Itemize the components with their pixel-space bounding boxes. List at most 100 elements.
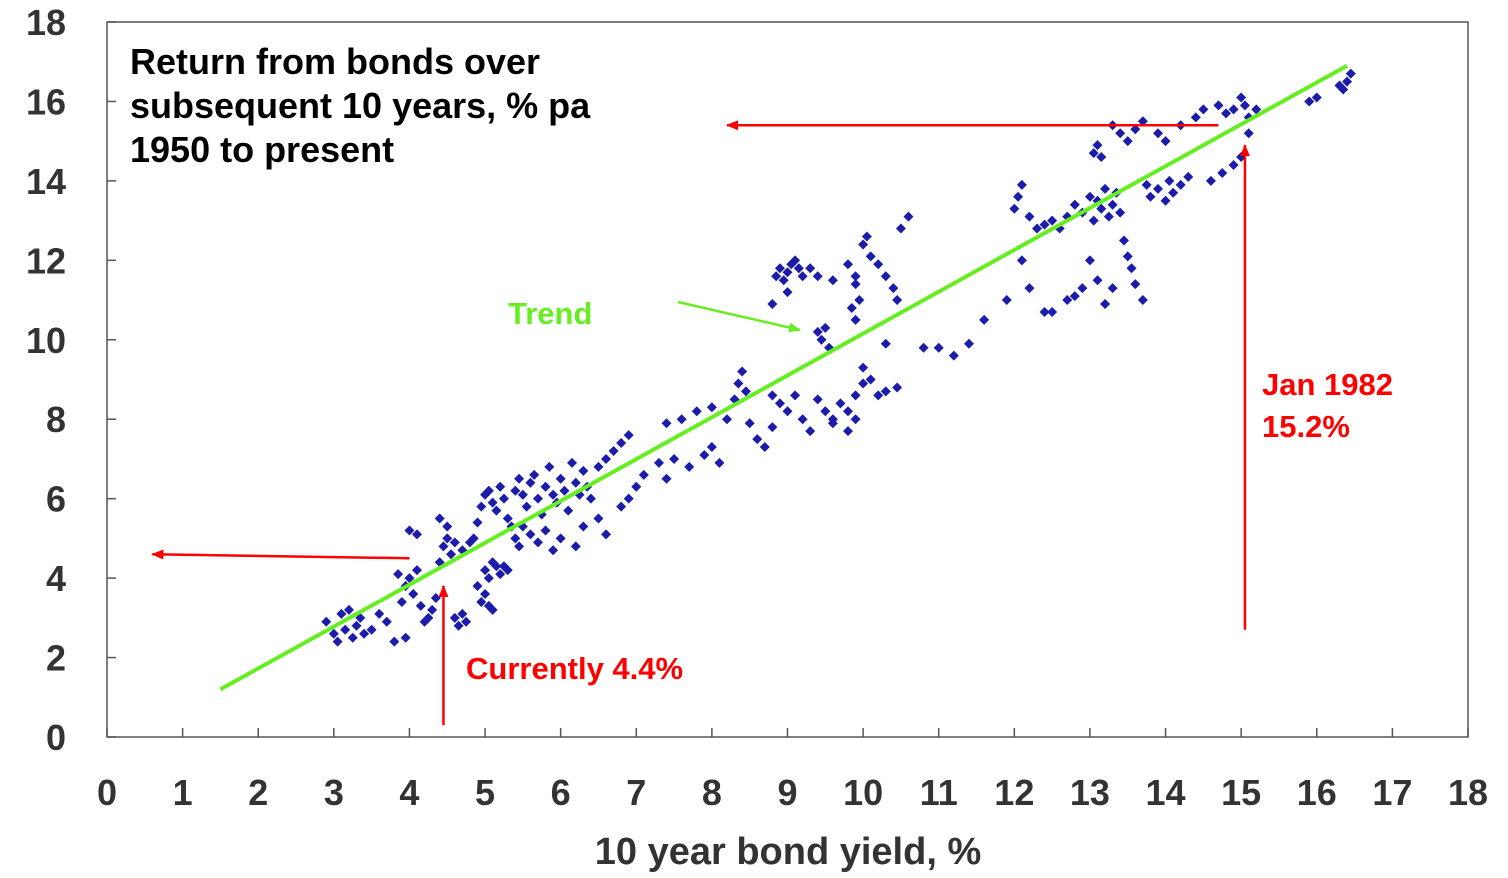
data-point [483, 573, 494, 584]
x-tick-label: 17 [1372, 772, 1412, 813]
data-point [744, 418, 755, 429]
data-point [495, 481, 506, 492]
data-point [1024, 283, 1035, 294]
data-point [820, 406, 831, 417]
data-point [782, 406, 793, 417]
data-point [529, 469, 540, 480]
data-point [1016, 255, 1027, 266]
data-point [1096, 203, 1107, 214]
data-point [449, 537, 460, 548]
data-point [669, 453, 680, 464]
data-point [449, 612, 460, 623]
y-tick-label: 18 [26, 2, 66, 43]
data-point [608, 446, 619, 456]
data-point [1130, 124, 1141, 135]
data-point [434, 513, 445, 524]
current-label: Currently 4.4% [466, 651, 683, 686]
data-point [812, 326, 823, 337]
chart-title-line-3: 1950 to present [130, 129, 394, 170]
x-tick-label: 8 [702, 772, 722, 813]
data-point [1122, 136, 1133, 147]
data-point [1047, 215, 1058, 226]
data-point [842, 406, 853, 417]
jan1982-label-line-1: Jan 1982 [1262, 367, 1393, 402]
x-tick-label: 15 [1221, 772, 1261, 813]
data-point [1084, 191, 1095, 202]
data-point [790, 255, 801, 266]
data-point [491, 505, 502, 516]
data-point [585, 493, 596, 504]
data-point [1024, 211, 1035, 222]
data-point [544, 461, 555, 472]
data-point [514, 541, 525, 552]
data-point [1096, 152, 1107, 163]
data-point [347, 632, 358, 643]
x-tick-label: 16 [1297, 772, 1337, 813]
data-point [593, 461, 604, 472]
data-point [850, 314, 861, 325]
data-point [555, 473, 566, 484]
data-point [359, 628, 370, 639]
data-point [567, 457, 578, 468]
data-point [699, 449, 710, 460]
y-tick-label: 6 [46, 479, 66, 520]
data-point [661, 473, 672, 484]
data-point [487, 604, 498, 615]
data-point [1107, 283, 1118, 294]
x-tick-label: 0 [97, 772, 117, 813]
data-point [570, 477, 581, 488]
data-point [521, 501, 532, 512]
data-point [918, 342, 929, 353]
data-point [638, 469, 649, 480]
x-tick-label: 3 [324, 772, 344, 813]
data-point [873, 259, 884, 270]
data-point [393, 569, 404, 580]
data-point [1228, 104, 1239, 115]
data-point [631, 481, 642, 492]
data-point [979, 314, 990, 325]
data-point [472, 581, 483, 592]
data-point [601, 529, 612, 540]
data-point [1160, 136, 1171, 147]
data-point [1152, 128, 1163, 139]
data-point [737, 366, 748, 377]
data-point [457, 608, 468, 619]
data-point [540, 525, 551, 536]
data-point [1304, 96, 1315, 107]
data-point [653, 457, 664, 468]
data-point [430, 592, 441, 603]
data-point [510, 485, 521, 496]
data-point [759, 442, 770, 453]
data-point [767, 299, 778, 310]
data-point [767, 422, 778, 433]
data-point [404, 573, 415, 584]
y-tick-label: 0 [46, 717, 66, 758]
data-point [1168, 187, 1179, 198]
y-tick-label: 12 [26, 240, 66, 281]
data-point [366, 624, 377, 635]
data-point [1217, 167, 1228, 178]
x-tick-label: 18 [1448, 772, 1488, 813]
data-point [423, 612, 434, 623]
data-point [525, 529, 536, 540]
data-point [548, 489, 559, 500]
data-point [476, 596, 487, 607]
data-point [888, 283, 899, 294]
y-axis-ticks: 0 2 4 6 8 10 12 14 16 18 [26, 2, 116, 758]
data-point [1115, 207, 1126, 218]
data-point [1342, 76, 1353, 87]
data-point [1092, 275, 1103, 286]
data-point [442, 521, 453, 532]
data-point [676, 414, 687, 425]
data-point [461, 616, 472, 627]
data-point [468, 533, 479, 544]
data-point [446, 549, 457, 560]
data-point [816, 334, 827, 345]
data-point [1345, 68, 1356, 79]
data-point [1103, 211, 1114, 222]
data-point [858, 362, 869, 373]
data-point [532, 493, 543, 504]
data-point [1088, 215, 1099, 226]
x-tick-label: 13 [1070, 772, 1110, 813]
